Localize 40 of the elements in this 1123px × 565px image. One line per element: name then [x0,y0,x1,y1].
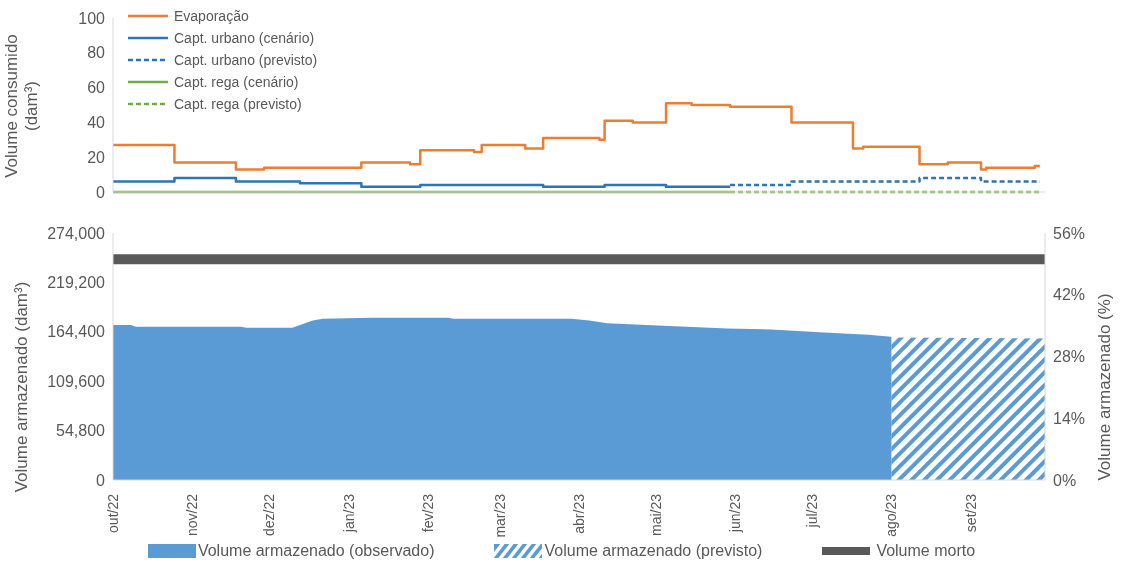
y-tick-label: 100 [78,9,106,27]
x-tick-label: jul/23 [804,493,820,529]
y-tick-label: 219,200 [47,274,106,292]
y-tick-label: 40 [87,114,106,132]
y-axis-title: Volume armazenado (dam³) [11,280,32,494]
x-tick-label: dez/22 [261,493,278,537]
x-tick-label: ago/23 [883,493,900,537]
legend-label: Volume armazenado (previsto) [544,542,763,560]
y-tick-label: 20 [87,148,106,166]
x-tick-label: jan/23 [340,493,357,534]
y-tick-label: 274,000 [47,224,106,242]
y2-tick-label: 14% [1053,409,1086,427]
legend-label: Capt. rega (cenário) [174,73,299,90]
y2-axis-title: Volume armazenado (%) [1094,291,1115,483]
x-tick-label: nov/22 [184,493,201,537]
y-tick-label: 0 [96,183,106,201]
y-tick-label: 80 [87,44,106,62]
x-tick-label: mar/23 [491,493,508,538]
legend-label: Capt. rega (previsto) [174,95,302,112]
legend-label: Capt. urbano (cenário) [174,29,315,46]
x-tick-label: set/23 [962,493,979,533]
x-tick-label: abr/23 [571,493,587,534]
y2-tick-label: 28% [1053,348,1086,366]
legend-label: Volume armazenado (observado) [197,542,435,560]
legend-label: Volume morto [876,542,976,560]
y-axis-title: Volume consumido (dam³) [1,32,42,180]
x-tick-label: jun/23 [727,493,744,534]
y2-tick-label: 56% [1053,224,1086,242]
legend-label: Capt. urbano (previsto) [174,51,318,68]
x-tick-label: fev/23 [419,493,436,533]
y-tick-label: 54,800 [56,422,106,440]
y-tick-label: 164,400 [47,323,106,341]
x-tick-label: mai/23 [647,493,664,537]
legend-label: Evaporação [174,7,249,24]
y-tick-label: 0 [96,471,106,489]
y-tick-label: 109,600 [47,372,106,390]
y2-tick-label: 0% [1053,471,1077,489]
y2-tick-label: 42% [1053,286,1086,304]
x-tick-label: out/22 [105,493,121,533]
y-tick-label: 60 [87,79,106,97]
